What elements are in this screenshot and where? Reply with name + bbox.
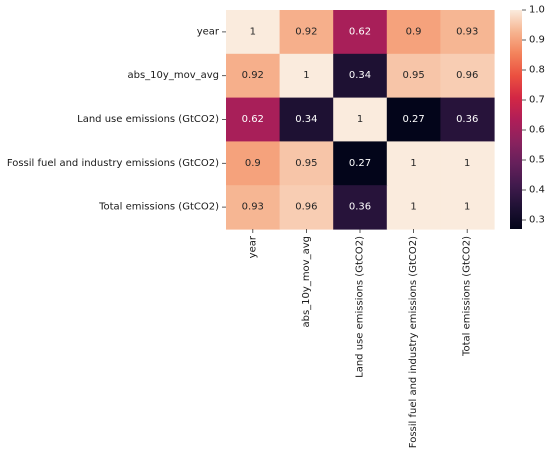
heatmap-cell (226, 185, 281, 230)
heatmap-cell (226, 53, 281, 99)
cell-annotation: 0.9 (245, 158, 261, 169)
heatmap-cells (226, 10, 495, 230)
cell-annotations: 1 0.92 0.62 0.9 0.93 0.92 1 0.34 0.95 0.96 0.62 0.3… (242, 26, 479, 212)
cell-annotation: 0.34 (349, 70, 371, 81)
cell-annotation: 0.95 (402, 70, 424, 81)
heatmap-cell (333, 10, 388, 55)
cell-annotation: 0.34 (295, 114, 317, 125)
column-tick-label: year (247, 235, 258, 258)
colorbar-tick-label: 1.0 (529, 5, 545, 16)
colorbar-tick-label: 0.3 (529, 215, 545, 226)
heatmap-cell (440, 10, 495, 55)
cell-annotation: 0.36 (456, 114, 478, 125)
cell-annotation: 1 (357, 114, 363, 125)
cell-annotation: 1 (303, 70, 309, 81)
cell-annotation: 0.95 (295, 158, 317, 169)
heatmap-cell (440, 141, 495, 186)
colorbar-tick-label: 0.5 (529, 155, 545, 166)
cell-annotation: 0.92 (295, 26, 317, 37)
cell-annotation: 0.9 (406, 26, 422, 37)
cell-annotation: 0.62 (349, 26, 371, 37)
cell-annotation: 1 (464, 158, 470, 169)
column-tick-label: Fossil fuel and industry emissions (GtCO… (408, 236, 419, 448)
colorbar: 0.3 0.4 0.5 0.6 0.7 0.8 0.9 1.0 (510, 5, 545, 229)
heatmap-cell (386, 141, 441, 186)
column-tick-labels: year abs_10y_mov_avg Land use emissions (G… (247, 229, 473, 448)
heatmap-cell (333, 141, 388, 186)
heatmap-cell (226, 97, 281, 142)
heatmap-cell (386, 53, 441, 99)
heatmap-cell (440, 185, 495, 230)
heatmap-cell (226, 10, 281, 55)
row-tick-label: year (197, 26, 220, 37)
heatmap-cell (279, 97, 334, 142)
heatmap-cell (440, 53, 495, 99)
heatmap-cell (333, 185, 388, 230)
column-tick-label: abs_10y_mov_avg (301, 236, 312, 328)
colorbar-ticks: 0.3 0.4 0.5 0.6 0.7 0.8 0.9 1.0 (522, 5, 545, 226)
colorbar-gradient (510, 10, 522, 229)
heatmap-cell (386, 185, 441, 230)
colorbar-tick-label: 0.4 (529, 185, 545, 196)
heatmap-cell (279, 53, 334, 99)
row-tick-label: Total emissions (GtCO2) (98, 202, 219, 213)
row-tick-label: Fossil fuel and industry emissions (GtCO… (7, 158, 219, 169)
colorbar-tick-label: 0.9 (529, 35, 545, 46)
heatmap-cell (279, 185, 334, 230)
heatmap-cell (279, 10, 334, 55)
cell-annotation: 0.93 (456, 26, 478, 37)
heatmap-cell (386, 10, 441, 55)
cell-annotation: 0.96 (295, 202, 317, 213)
cell-annotation: 1 (250, 26, 256, 37)
cell-annotation: 0.96 (456, 70, 478, 81)
row-tick-label: abs_10y_mov_avg (128, 70, 220, 81)
heatmap-cell (386, 97, 441, 142)
heatmap-cell (440, 97, 495, 142)
cell-annotation: 0.27 (402, 114, 424, 125)
heatmap-cell (226, 141, 281, 186)
cell-annotation: 1 (410, 202, 416, 213)
row-tick-labels: year abs_10y_mov_avg Land use emissions (G… (7, 26, 226, 213)
cell-annotation: 0.62 (242, 114, 264, 125)
heatmap-cell (333, 53, 388, 99)
row-tick-label: Land use emissions (GtCO2) (77, 114, 219, 125)
colorbar-tick-label: 0.7 (529, 95, 545, 106)
heatmap-cell (279, 141, 334, 186)
colorbar-tick-label: 0.8 (529, 65, 545, 76)
cell-annotation: 0.93 (242, 202, 264, 213)
cell-annotation: 0.92 (242, 70, 264, 81)
colorbar-tick-label: 0.6 (529, 125, 545, 136)
cell-annotation: 1 (410, 158, 416, 169)
cell-annotation: 0.36 (349, 202, 371, 213)
heatmap-cell (333, 97, 388, 142)
cell-annotation: 0.27 (349, 158, 371, 169)
cell-annotation: 1 (464, 202, 470, 213)
column-tick-label: Land use emissions (GtCO2) (355, 236, 366, 378)
column-tick-label: Total emissions (GtCO2) (462, 236, 473, 357)
